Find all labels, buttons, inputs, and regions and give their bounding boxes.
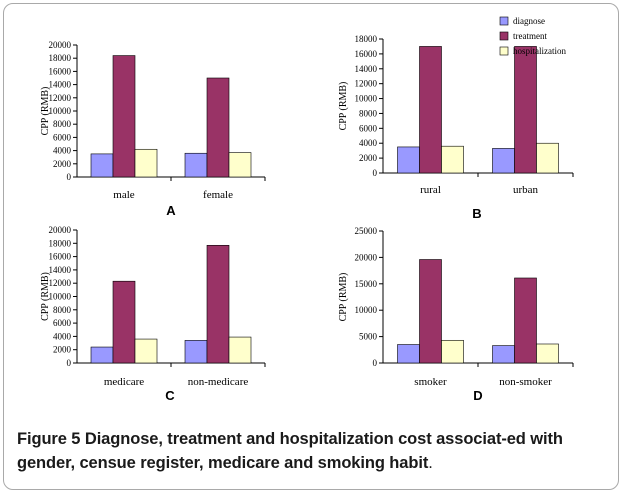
y-tick-label: 16000: [49, 252, 72, 262]
bar-treatment-non-medicare: [206, 244, 230, 364]
x-category-label: smoker: [414, 376, 447, 388]
caption-period: .: [428, 454, 433, 472]
bar-treatment-medicare: [112, 280, 136, 364]
panel-letter-b: B: [472, 206, 481, 221]
x-category-label: medicare: [104, 376, 144, 388]
panel-letter-a: A: [166, 203, 176, 218]
x-category-label: rural: [420, 184, 441, 196]
panel-letter-c: C: [165, 388, 175, 403]
caption-text: Diagnose, treatment and hospitalization …: [17, 430, 563, 472]
y-tick-label: 18000: [49, 238, 72, 248]
bar-hospitalization-non-smoker: [536, 343, 559, 364]
caption-label: Figure 5: [17, 430, 81, 448]
bar-diagnose-medicare: [90, 346, 114, 364]
y-tick-label: 10000: [49, 292, 72, 302]
y-tick-label: 4000: [53, 331, 72, 341]
y-tick-label: 5000: [359, 332, 378, 342]
bar-hospitalization-smoker: [441, 339, 464, 364]
y-tick-label: 2000: [359, 153, 378, 163]
y-tick-label: 0: [67, 172, 72, 182]
legend-label-hospitalization: hospitalization: [513, 46, 566, 56]
y-axis-label: CPP (RMB): [338, 273, 349, 322]
y-tick-label: 16000: [49, 66, 72, 76]
chart-panel-a: 0 2000 4000 6000 8000 10000 12000 14000 16000 180…: [40, 40, 266, 218]
legend-label-treatment: treatment: [513, 31, 547, 41]
y-tick-label: 0: [373, 168, 378, 178]
figure-caption: Figure 5 Diagnose, treatment and hospita…: [17, 427, 609, 475]
bar-treatment-female: [206, 77, 230, 178]
y-tick-label: 0: [373, 358, 378, 368]
bar-hospitalization-male: [134, 148, 158, 178]
y-tick-label: 6000: [359, 123, 378, 133]
chart-panel-d: 0 5000 10000 15000 20000 25000 CPP (RMB) smoker…: [338, 226, 574, 403]
bar-treatment-non-smoker: [514, 277, 537, 364]
bar-diagnose-urban: [492, 148, 515, 174]
y-tick-label: 10000: [355, 305, 378, 315]
y-tick-label: 10000: [49, 106, 72, 116]
y-tick-label: 8000: [53, 305, 72, 315]
legend-label-diagnose: diagnose: [513, 16, 545, 26]
bar-treatment-urban: [514, 46, 537, 174]
x-category-label: non-medicare: [188, 376, 249, 388]
bar-treatment-smoker: [419, 259, 442, 364]
y-tick-label: 8000: [359, 108, 378, 118]
y-tick-label: 14000: [49, 265, 72, 275]
y-tick-label: 2000: [53, 345, 72, 355]
legend-swatch-diagnose: [499, 16, 509, 26]
y-axis-label: CPP (RMB): [338, 82, 349, 131]
y-tick-label: 6000: [53, 132, 72, 142]
y-tick-label: 18000: [355, 34, 378, 44]
legend-swatch-hospitalization: [499, 46, 509, 56]
y-axis-label: CPP (RMB): [40, 272, 51, 321]
legend-swatch-treatment: [499, 31, 509, 41]
x-category-label: non-smoker: [499, 376, 552, 388]
y-tick-label: 10000: [355, 94, 378, 104]
y-tick-label: 12000: [355, 79, 378, 89]
bar-diagnose-rural: [397, 146, 420, 174]
y-tick-label: 12000: [49, 93, 72, 103]
y-tick-label: 20000: [355, 252, 378, 262]
y-tick-label: 16000: [355, 49, 378, 59]
bar-hospitalization-female: [228, 152, 252, 178]
bar-hospitalization-urban: [536, 142, 559, 174]
y-tick-label: 0: [67, 358, 72, 368]
bar-treatment-rural: [419, 46, 442, 174]
bar-diagnose-non-medicare: [184, 340, 208, 364]
y-axis-label: CPP (RMB): [40, 87, 51, 136]
bar-diagnose-female: [184, 152, 208, 178]
x-category-label: female: [203, 189, 233, 201]
y-tick-label: 14000: [49, 80, 72, 90]
x-category-label: urban: [513, 184, 539, 196]
bar-diagnose-smoker: [397, 344, 420, 364]
y-tick-label: 18000: [49, 53, 72, 63]
y-tick-label: 4000: [53, 146, 72, 156]
x-category-label: male: [113, 189, 134, 201]
bar-hospitalization-medicare: [134, 338, 158, 364]
bar-hospitalization-rural: [441, 145, 464, 174]
bar-hospitalization-non-medicare: [228, 336, 252, 364]
y-tick-label: 6000: [53, 318, 72, 328]
bar-treatment-male: [112, 55, 136, 178]
panel-letter-d: D: [473, 388, 482, 403]
y-tick-label: 14000: [355, 64, 378, 74]
y-tick-label: 2000: [53, 159, 72, 169]
chart-panel-c: 0 2000 4000 6000 8000 10000 12000 14000 16000 180…: [40, 225, 266, 403]
chart-legend: diagnose treatment hospitalization: [499, 16, 566, 56]
y-tick-label: 12000: [49, 278, 72, 288]
y-tick-label: 20000: [49, 40, 72, 50]
bar-diagnose-male: [90, 153, 114, 178]
y-tick-label: 4000: [359, 138, 378, 148]
y-tick-label: 8000: [53, 119, 72, 129]
y-tick-label: 25000: [355, 226, 378, 236]
bar-diagnose-non-smoker: [492, 345, 515, 364]
chart-panel-b: 0 2000 4000 6000 8000 10000 12000 14000 16000 180…: [338, 16, 574, 221]
y-tick-label: 15000: [355, 279, 378, 289]
y-tick-label: 20000: [49, 225, 72, 235]
